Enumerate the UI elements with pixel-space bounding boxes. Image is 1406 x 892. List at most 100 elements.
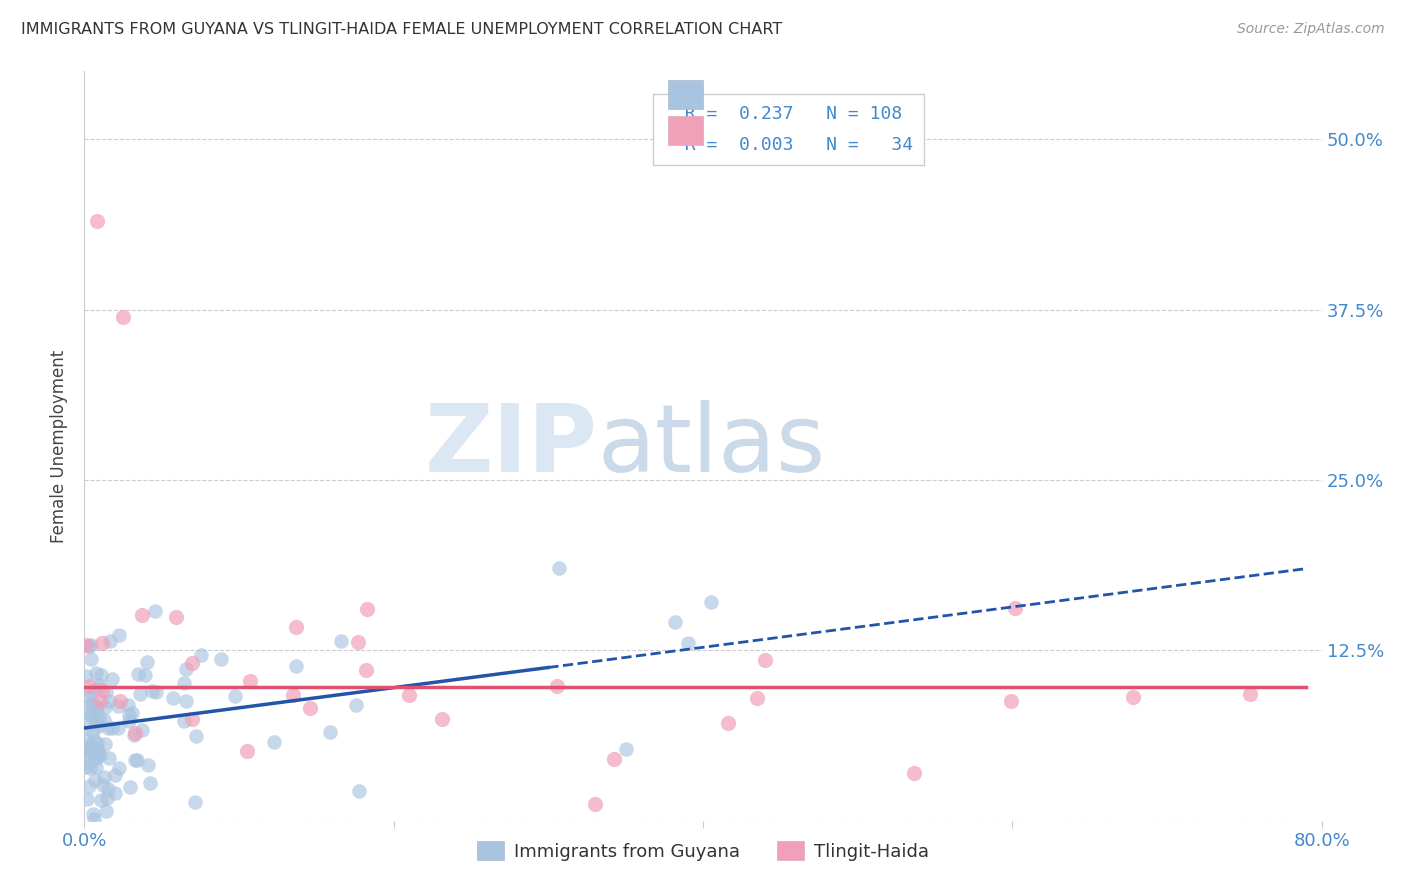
Point xyxy=(89,748,111,763)
Point xyxy=(80,698,103,712)
Point xyxy=(145,685,167,699)
Point xyxy=(122,728,145,742)
Point xyxy=(903,766,925,780)
Point xyxy=(100,672,122,686)
Point xyxy=(546,679,568,693)
Text: R =  0.237   N = 108
  R =  0.003   N =   34: R = 0.237 N = 108 R = 0.003 N = 34 xyxy=(664,105,914,153)
Point xyxy=(94,699,117,714)
Point xyxy=(347,635,370,649)
Point xyxy=(96,804,118,818)
Point xyxy=(118,714,141,729)
Text: IMMIGRANTS FROM GUYANA VS TLINGIT-HAIDA FEMALE UNEMPLOYMENT CORRELATION CHART: IMMIGRANTS FROM GUYANA VS TLINGIT-HAIDA … xyxy=(21,22,782,37)
Point xyxy=(131,608,153,623)
Point xyxy=(131,723,153,737)
Point xyxy=(75,747,97,762)
Point xyxy=(79,684,101,698)
Point xyxy=(107,628,129,642)
Point xyxy=(90,668,112,682)
Point xyxy=(747,691,769,706)
Point xyxy=(183,795,205,809)
Point xyxy=(135,656,157,670)
Point xyxy=(108,693,131,707)
Point xyxy=(180,712,202,726)
Point xyxy=(676,636,699,650)
Point xyxy=(299,701,322,715)
Point xyxy=(162,691,184,706)
Point xyxy=(84,699,107,714)
Point xyxy=(664,615,686,629)
Point xyxy=(330,633,353,648)
Point xyxy=(174,662,197,676)
Point xyxy=(86,713,108,727)
Point xyxy=(82,697,104,711)
Point xyxy=(79,738,101,752)
Point xyxy=(83,745,105,759)
Point xyxy=(165,610,187,624)
Point xyxy=(77,679,100,693)
Point xyxy=(190,648,212,662)
Point xyxy=(77,639,100,653)
Y-axis label: Female Unemployment: Female Unemployment xyxy=(51,350,69,542)
Point xyxy=(80,639,103,653)
Point xyxy=(283,688,305,702)
FancyBboxPatch shape xyxy=(668,116,703,145)
Point xyxy=(84,752,107,766)
Point xyxy=(82,710,104,724)
Point xyxy=(79,652,101,666)
Point xyxy=(356,602,378,616)
Point xyxy=(1122,690,1144,705)
Point xyxy=(103,786,125,800)
Point xyxy=(87,744,110,758)
Point xyxy=(700,595,723,609)
Point xyxy=(75,722,97,736)
Point xyxy=(344,698,367,713)
Point xyxy=(138,776,160,790)
Point xyxy=(94,685,117,699)
Point xyxy=(180,656,202,670)
Point xyxy=(236,744,259,758)
Point xyxy=(87,718,110,732)
Point xyxy=(209,652,232,666)
Point xyxy=(86,682,108,697)
Point xyxy=(84,744,107,758)
Point xyxy=(319,725,342,739)
Point xyxy=(90,636,112,650)
Point xyxy=(90,793,112,807)
Text: atlas: atlas xyxy=(598,400,827,492)
Point xyxy=(83,732,105,747)
Point xyxy=(1000,694,1022,708)
Point xyxy=(108,761,131,775)
Point xyxy=(124,725,146,739)
Point xyxy=(79,762,101,776)
Point xyxy=(129,687,152,701)
Point xyxy=(77,755,100,769)
Point xyxy=(104,768,127,782)
Point xyxy=(82,723,104,738)
Point xyxy=(87,710,110,724)
Point xyxy=(87,750,110,764)
Point xyxy=(134,667,156,681)
Point xyxy=(548,561,571,575)
Point xyxy=(118,780,141,795)
Point xyxy=(284,620,307,634)
Point xyxy=(143,604,166,618)
Point xyxy=(117,698,139,712)
Point xyxy=(83,773,105,788)
Point xyxy=(430,712,453,726)
Point xyxy=(717,716,740,731)
FancyBboxPatch shape xyxy=(668,80,703,109)
Point xyxy=(121,706,143,720)
Point xyxy=(76,741,98,756)
Point xyxy=(97,721,120,735)
Point xyxy=(583,797,606,811)
Point xyxy=(93,713,115,727)
Point xyxy=(82,697,104,711)
Point xyxy=(80,706,103,721)
Point xyxy=(75,760,97,774)
Point xyxy=(98,751,121,765)
Point xyxy=(118,707,141,722)
Point xyxy=(1004,601,1026,615)
Point xyxy=(107,699,129,714)
Point xyxy=(127,667,149,681)
Point xyxy=(93,770,115,784)
